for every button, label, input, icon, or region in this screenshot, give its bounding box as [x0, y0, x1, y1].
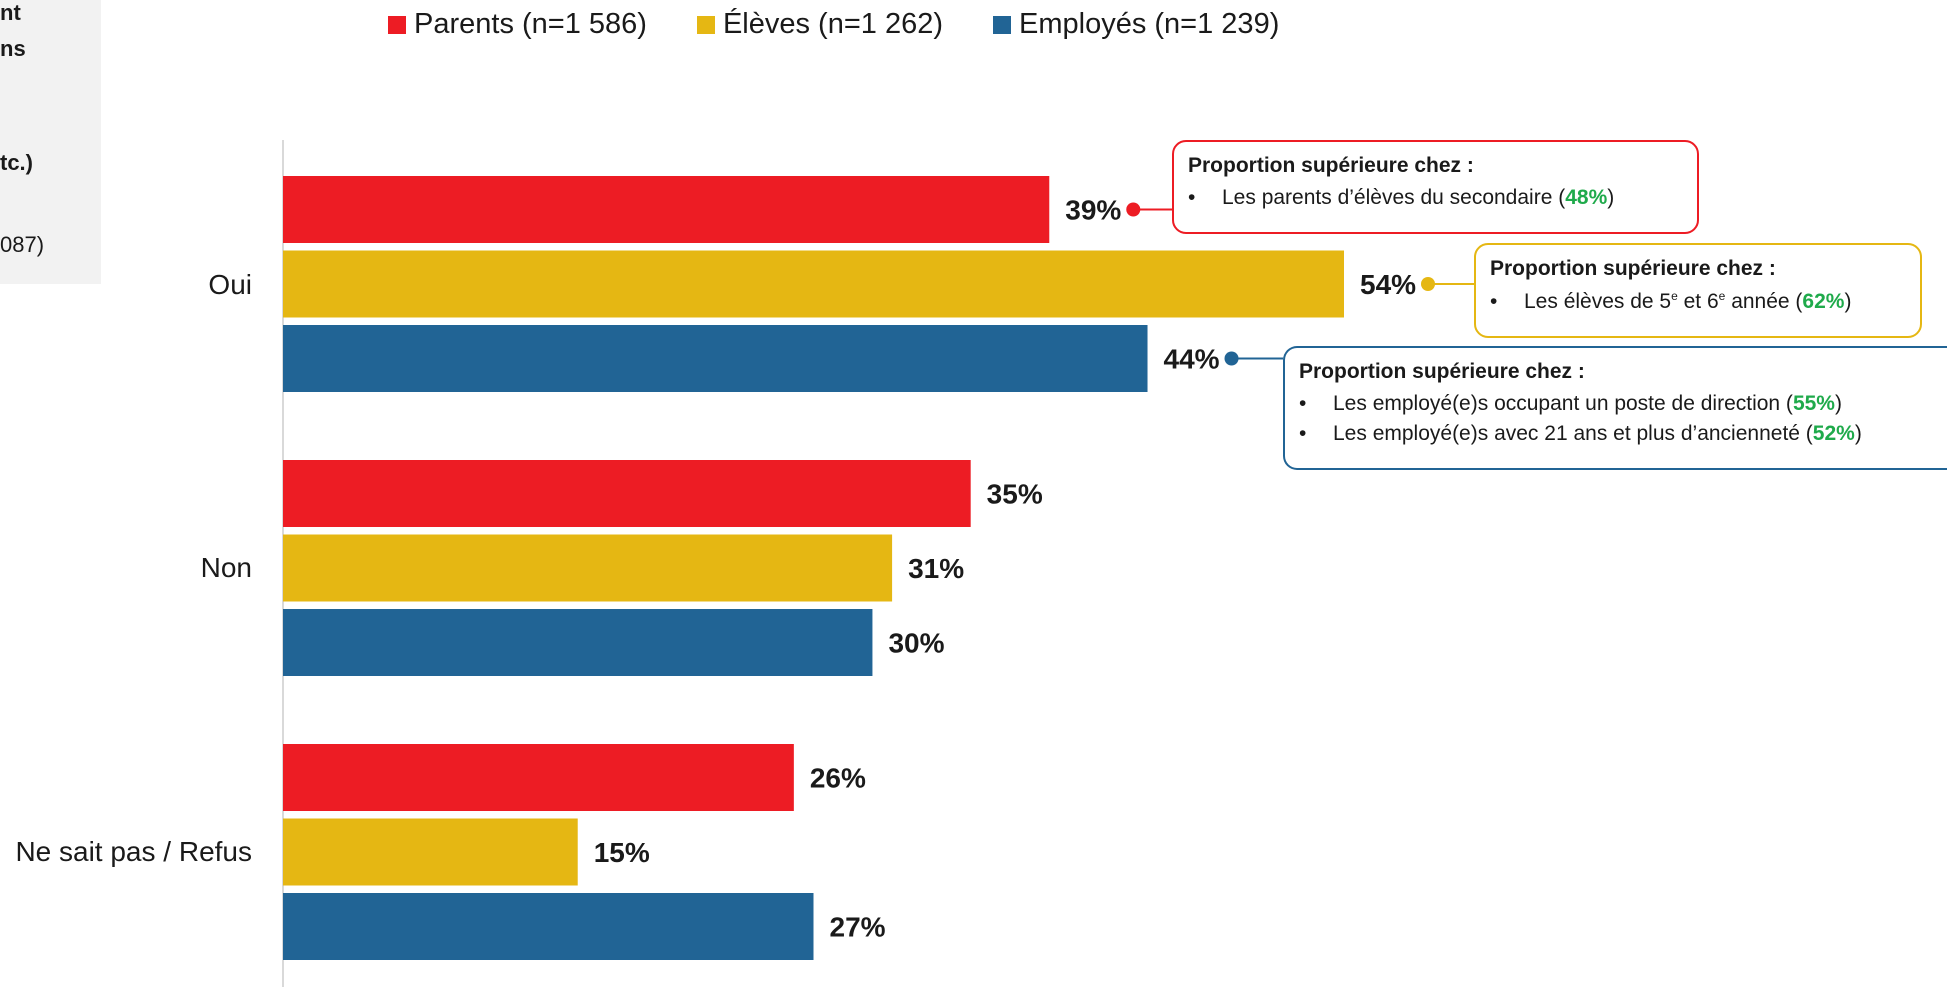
- data-label: 44%: [1164, 344, 1220, 375]
- bullet-icon: •: [1299, 422, 1307, 445]
- callout-text: ): [1607, 186, 1615, 209]
- callout-item: • Les parents d’élèves du secondaire (48…: [1188, 186, 1683, 210]
- data-label: 27%: [830, 912, 886, 943]
- data-label: 54%: [1360, 269, 1416, 300]
- bar-2-1: [283, 609, 873, 676]
- callout-eleves: Proportion supérieure chez : • Les élève…: [1474, 243, 1922, 338]
- callout-title: Proportion supérieure chez :: [1188, 154, 1474, 177]
- superscript: e: [1718, 289, 1726, 303]
- callout-title: Proportion supérieure chez :: [1490, 257, 1776, 280]
- left-info-panel: nt ns tc.) 087): [0, 0, 101, 284]
- left-panel-line: tc.): [0, 150, 33, 175]
- category-label: Ne sait pas / Refus: [15, 836, 252, 867]
- legend-swatch: [993, 15, 1012, 34]
- legend-item-eleves: Élèves (n=1 262): [696, 8, 944, 41]
- left-panel-line: 087): [0, 232, 45, 257]
- callout-text: et 6: [1677, 290, 1719, 313]
- legend-swatch: [388, 15, 406, 34]
- bullet-icon: •: [1299, 392, 1307, 415]
- bar-0-0: [283, 176, 1050, 243]
- category-label: Non: [201, 552, 252, 583]
- legend-item-employes: Employés (n=1 239): [993, 8, 1279, 41]
- left-panel-line: nt: [0, 0, 21, 25]
- bar-1-0: [283, 250, 1344, 318]
- callout-text: ): [1844, 290, 1852, 313]
- data-label: 26%: [810, 763, 866, 794]
- legend-item-parents: Parents (n=1 586): [388, 8, 647, 41]
- connector-dot: [1224, 351, 1239, 366]
- callout-text: Les employé(e)s avec 21 ans et plus d’an…: [1333, 422, 1813, 445]
- callout-text: Les parents d’élèves du secondaire (: [1222, 186, 1566, 209]
- connector-dot: [1421, 277, 1435, 291]
- bullet-icon: •: [1490, 290, 1498, 313]
- bar-0-1: [283, 460, 971, 527]
- data-label: 31%: [908, 553, 964, 584]
- callout-text: Les élèves de 5: [1524, 290, 1672, 313]
- chart-legend: Parents (n=1 586) Élèves (n=1 262) Emplo…: [388, 8, 1279, 41]
- bar-1-1: [283, 534, 893, 602]
- connector-dot: [1126, 202, 1141, 217]
- bar-0-2: [283, 744, 794, 811]
- callout-text: année (: [1725, 290, 1803, 313]
- callout-text: ): [1854, 422, 1862, 445]
- callout-employes: Proportion supérieure chez : • Les emplo…: [1283, 346, 1947, 470]
- legend-swatch: [696, 15, 715, 34]
- callout-pct: 52%: [1812, 422, 1855, 445]
- data-label: 15%: [594, 837, 650, 868]
- data-label: 39%: [1065, 195, 1121, 226]
- callout-item: • Les employé(e)s avec 21 ans et plus d’…: [1299, 422, 1933, 446]
- callout-parents: Proportion supérieure chez : • Les paren…: [1172, 140, 1699, 234]
- callout-item: • Les élèves de 5e et 6e année (62%): [1490, 289, 1906, 314]
- legend-label: Élèves (n=1 262): [722, 8, 944, 40]
- legend-label: Employés (n=1 239): [1019, 8, 1280, 40]
- callout-pct: 48%: [1565, 186, 1608, 209]
- bar-1-2: [283, 818, 578, 886]
- data-label: 30%: [888, 628, 944, 659]
- bullet-icon: •: [1188, 186, 1196, 209]
- callout-text: Les employé(e)s occupant un poste de dir…: [1333, 392, 1793, 415]
- callout-title: Proportion supérieure chez :: [1299, 360, 1585, 383]
- callout-pct: 62%: [1802, 290, 1845, 313]
- superscript: e: [1671, 289, 1678, 303]
- callout-text: ): [1834, 392, 1842, 415]
- left-panel-line: ns: [0, 36, 26, 61]
- legend-label: Parents (n=1 586): [414, 8, 647, 40]
- bar-2-2: [283, 893, 814, 960]
- category-label: Oui: [208, 269, 252, 300]
- data-label: 35%: [987, 479, 1043, 510]
- callout-item: • Les employé(e)s occupant un poste de d…: [1299, 392, 1933, 416]
- callout-pct: 55%: [1792, 392, 1835, 415]
- bar-2-0: [283, 325, 1148, 392]
